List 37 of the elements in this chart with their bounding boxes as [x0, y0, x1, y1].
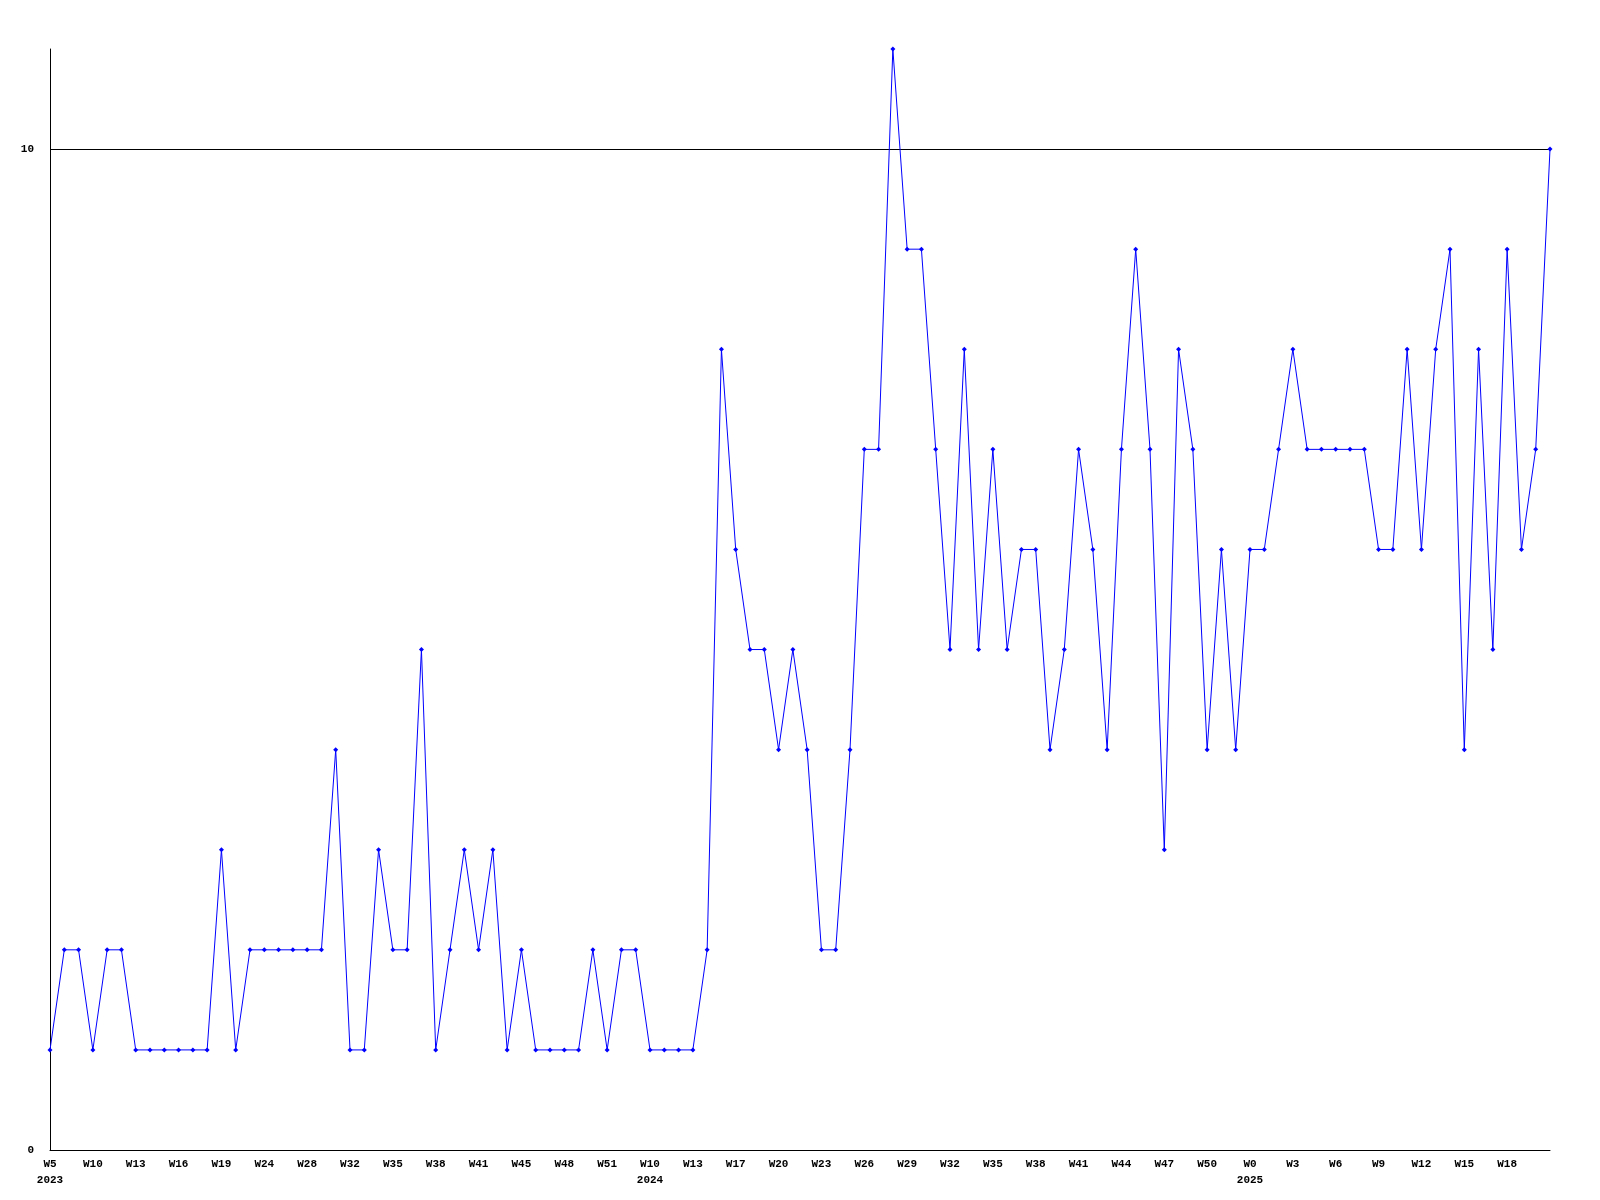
x-tick-label: W20 [768, 1158, 789, 1170]
x-tick-label: W41 [468, 1158, 489, 1170]
y-tick-label: 0 [27, 1144, 34, 1156]
x-tick-label: W50 [1197, 1158, 1218, 1170]
x-tick-label: W26 [854, 1158, 875, 1170]
x-tick-label: W51 [597, 1158, 618, 1170]
x-tick-label: W17 [725, 1158, 746, 1170]
x-tick-label: W16 [168, 1158, 189, 1170]
x-tick-label: W6 [1329, 1158, 1343, 1170]
x-tick-label: W23 [811, 1158, 832, 1170]
x-tick-label: W35 [982, 1158, 1004, 1170]
x-tick-label: W24 [254, 1158, 275, 1170]
x-tick-label: W12 [1411, 1158, 1432, 1170]
x-tick-label: W29 [897, 1158, 918, 1170]
x-tick-label: W35 [382, 1158, 404, 1170]
x-tick-label: W28 [297, 1158, 318, 1170]
x-tick-label: W18 [1497, 1158, 1518, 1170]
x-tick-label: W10 [82, 1158, 103, 1170]
x-tick-label: W38 [1025, 1158, 1047, 1170]
x-tick-label: W48 [554, 1158, 575, 1170]
x-tick-label: W32 [340, 1158, 360, 1170]
x-tick-label: W15 [1454, 1158, 1475, 1170]
y-tick-label: 10 [20, 143, 34, 156]
x-tick-label: W44 [1111, 1158, 1132, 1170]
x-tick-label: W32 [940, 1158, 960, 1170]
x-tick-label: W47 [1154, 1158, 1175, 1170]
x-tick-label: W38 [425, 1158, 447, 1170]
x-tick-label: W10 2024 [636, 1158, 664, 1186]
x-tick-label: W45 [511, 1158, 532, 1170]
x-tick-label: W0 2025 [1236, 1158, 1264, 1186]
x-tick-label: W5 2023 [36, 1158, 64, 1186]
x-tick-label: W9 [1371, 1158, 1386, 1170]
x-tick-label: W13 [682, 1158, 704, 1170]
x-tick-label: W3 [1286, 1158, 1300, 1170]
x-tick-label: W41 [1068, 1158, 1089, 1170]
x-tick-label: W19 [211, 1158, 232, 1170]
x-tick-label: W13 [125, 1158, 147, 1170]
